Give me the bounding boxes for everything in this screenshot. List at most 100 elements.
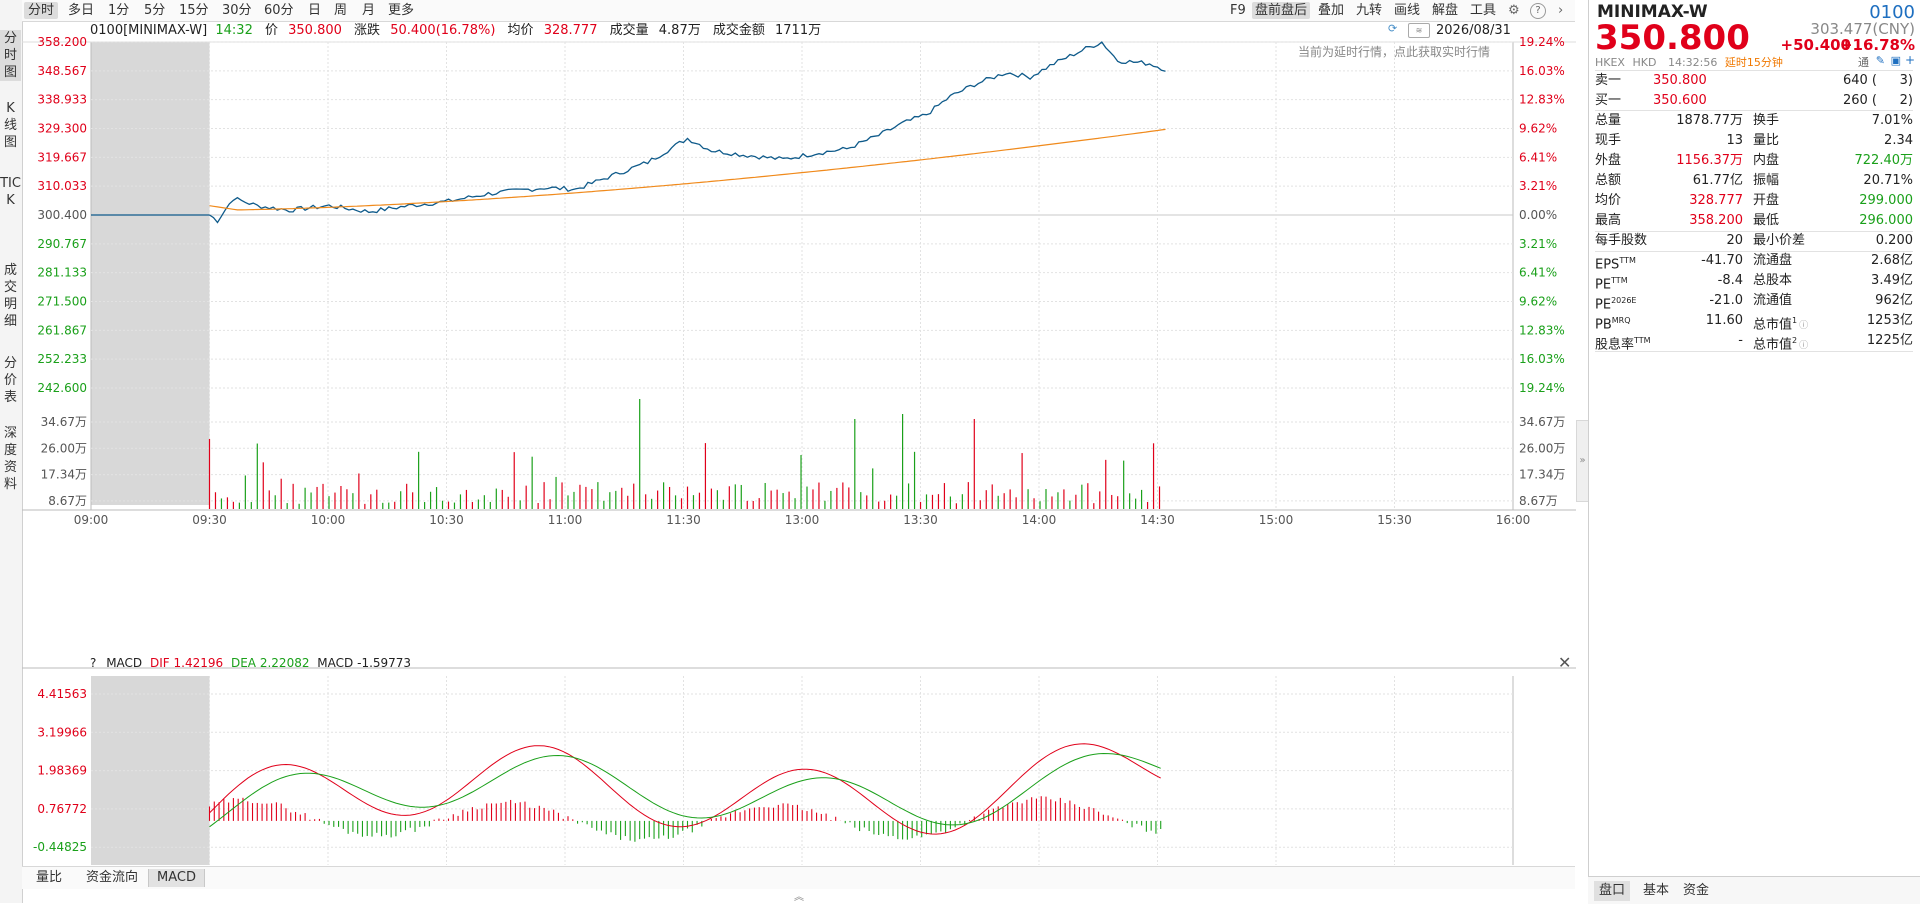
tab-volume-ratio[interactable]: 量比 xyxy=(36,870,63,885)
time-tick-label: 16:00 xyxy=(1496,513,1531,527)
period-tab-more[interactable]: 更多 xyxy=(388,3,415,18)
tab-basic[interactable]: 基本 xyxy=(1643,883,1670,898)
stat-key-wrap: 总股本 xyxy=(1753,271,1792,291)
edit-icon[interactable]: ✎ xyxy=(1875,54,1885,67)
stat-value: 0.200 xyxy=(1875,233,1913,248)
stat-sup: 2026E xyxy=(1611,296,1637,305)
price-tick-label: 252.233 xyxy=(37,352,87,366)
tab-depth-data[interactable]: 深度资料 xyxy=(3,426,17,492)
info-circle-icon[interactable]: ⓘ xyxy=(1799,341,1809,352)
period-tab-multiday[interactable]: 多日 xyxy=(68,3,95,18)
tab-trade-detail[interactable]: 成交明细 xyxy=(3,263,17,329)
info-avg: 328.777 xyxy=(543,23,598,38)
price-tick-label: 290.767 xyxy=(37,237,87,251)
macd-header: ? MACD DIF 1.42196 DEA 2.22082 MACD -1.5… xyxy=(90,654,411,672)
period-tab-5min[interactable]: 5分 xyxy=(144,3,166,18)
pct-tick-label: 16.03% xyxy=(1519,352,1565,366)
wifi-icon[interactable]: ≋ xyxy=(1408,23,1430,38)
stat-row: 均价 328.777 开盘 299.000 xyxy=(1595,191,1913,211)
chevron-right-icon[interactable]: › xyxy=(1558,3,1564,18)
macd-tick-label: 3.19966 xyxy=(37,725,87,739)
period-tab-month[interactable]: 月 xyxy=(362,3,376,18)
price-tick-label: 338.933 xyxy=(37,93,87,107)
stat-key-wrap: 流通值 xyxy=(1753,291,1792,311)
macd-label: MACD xyxy=(317,656,354,670)
quote-panel-tabs: 盘口 基本 资金 xyxy=(1588,876,1920,904)
price-tick-label: 319.667 xyxy=(37,150,87,164)
period-tab-1min[interactable]: 1分 xyxy=(108,3,130,18)
tab-funds[interactable]: 资金 xyxy=(1683,883,1710,898)
expand-up-icon[interactable]: ︽ xyxy=(794,892,804,903)
dea-label: DEA xyxy=(230,656,257,670)
period-tab-60min[interactable]: 60分 xyxy=(264,3,294,18)
tab-tick[interactable]: TICK xyxy=(0,176,21,208)
stat-key: PE xyxy=(1595,277,1612,293)
stat-value: 3.49亿 xyxy=(1871,273,1913,288)
dif-value: 1.42196 xyxy=(173,656,224,670)
pct-tick-label: 19.24% xyxy=(1519,381,1565,395)
period-tab-intraday[interactable]: 分时 xyxy=(24,2,58,19)
dif-line xyxy=(209,743,1161,835)
tab-orderbook[interactable]: 盘口 xyxy=(1594,881,1631,901)
stat-value: 328.777 xyxy=(1689,193,1743,208)
separator xyxy=(1595,251,1913,252)
macd-help-icon[interactable]: ? xyxy=(90,656,97,670)
stat-sup: TTM xyxy=(1634,336,1651,345)
overlay-button[interactable]: 叠加 xyxy=(1318,3,1345,18)
price-tick-label: 348.567 xyxy=(37,64,87,78)
macd-value: -1.59773 xyxy=(357,656,412,670)
bid-price: 350.600 xyxy=(1653,93,1707,108)
period-tab-week[interactable]: 周 xyxy=(334,3,348,18)
close-icon[interactable]: ✕ xyxy=(1558,653,1572,672)
period-tab-day[interactable]: 日 xyxy=(308,3,322,18)
stat-value: 2.34 xyxy=(1884,133,1913,148)
market: HKEX xyxy=(1595,56,1625,69)
tong-icon[interactable]: 通 xyxy=(1858,56,1869,69)
nine-turn-button[interactable]: 九转 xyxy=(1356,3,1383,18)
price-label: 价 xyxy=(264,23,278,38)
stat-value: -21.0 xyxy=(1709,293,1743,308)
tab-intraday[interactable]: 分时图 xyxy=(0,30,21,81)
draw-line-button[interactable]: 画线 xyxy=(1394,3,1421,18)
stat-key: 总市值 xyxy=(1753,317,1793,333)
stat-value: 1156.37万 xyxy=(1676,153,1743,168)
window-icon[interactable]: ▣ xyxy=(1890,54,1901,67)
f9-button[interactable]: F9 xyxy=(1230,3,1246,18)
gear-icon[interactable]: ⚙ xyxy=(1508,3,1520,18)
bid-count: 2) xyxy=(1899,93,1913,108)
vol-label: 成交量 xyxy=(609,23,649,38)
time-tick-label: 15:30 xyxy=(1377,513,1412,527)
tab-price-table[interactable]: 分价表 xyxy=(3,356,17,405)
tab-macd[interactable]: MACD xyxy=(148,869,205,887)
separator xyxy=(1595,70,1913,71)
volume-tick-label: 26.00万 xyxy=(41,441,87,455)
help-icon[interactable]: ? xyxy=(1530,3,1546,19)
pct-tick-label: 16.03% xyxy=(1519,64,1565,78)
tab-fund-flow[interactable]: 资金流向 xyxy=(86,870,139,885)
stat-sup: TTM xyxy=(1619,256,1636,265)
tools-button[interactable]: 工具 xyxy=(1470,3,1497,18)
info-circle-icon[interactable]: ⓘ xyxy=(1799,321,1809,332)
pct-tick-label: 9.62% xyxy=(1519,122,1557,136)
macd-tick-label: 1.98369 xyxy=(37,764,87,778)
stat-value: 1225亿 xyxy=(1866,333,1913,348)
analysis-button[interactable]: 解盘 xyxy=(1432,3,1459,18)
time-tick-label: 15:00 xyxy=(1259,513,1294,527)
stat-row: PETTM -8.4 总股本 3.49亿 xyxy=(1595,271,1913,293)
period-tab-15min[interactable]: 15分 xyxy=(179,3,209,18)
premarket-button[interactable]: 盘前盘后 xyxy=(1252,2,1311,19)
pct-tick-label: 12.83% xyxy=(1519,93,1565,107)
period-tab-30min[interactable]: 30分 xyxy=(222,3,252,18)
bid-volume: 260 ( xyxy=(1842,93,1877,108)
price-tick-label: 329.300 xyxy=(37,122,87,136)
plus-icon[interactable]: + xyxy=(1904,53,1915,67)
stat-key: 最低 xyxy=(1753,213,1780,228)
refresh-icon[interactable]: ⟳ xyxy=(1388,22,1398,35)
price-tick-label: 300.400 xyxy=(37,208,87,222)
time-tick-label: 09:30 xyxy=(192,513,227,527)
volume-tick-label: 17.34万 xyxy=(1519,468,1565,482)
premarket-shade xyxy=(91,676,210,865)
tab-kline[interactable]: K线图 xyxy=(3,101,17,150)
ask-price: 350.800 xyxy=(1653,73,1707,88)
chart-area[interactable]: 358.200 19.24% 348.567 16.03% 338.933 12.83% 3… xyxy=(22,20,1576,866)
